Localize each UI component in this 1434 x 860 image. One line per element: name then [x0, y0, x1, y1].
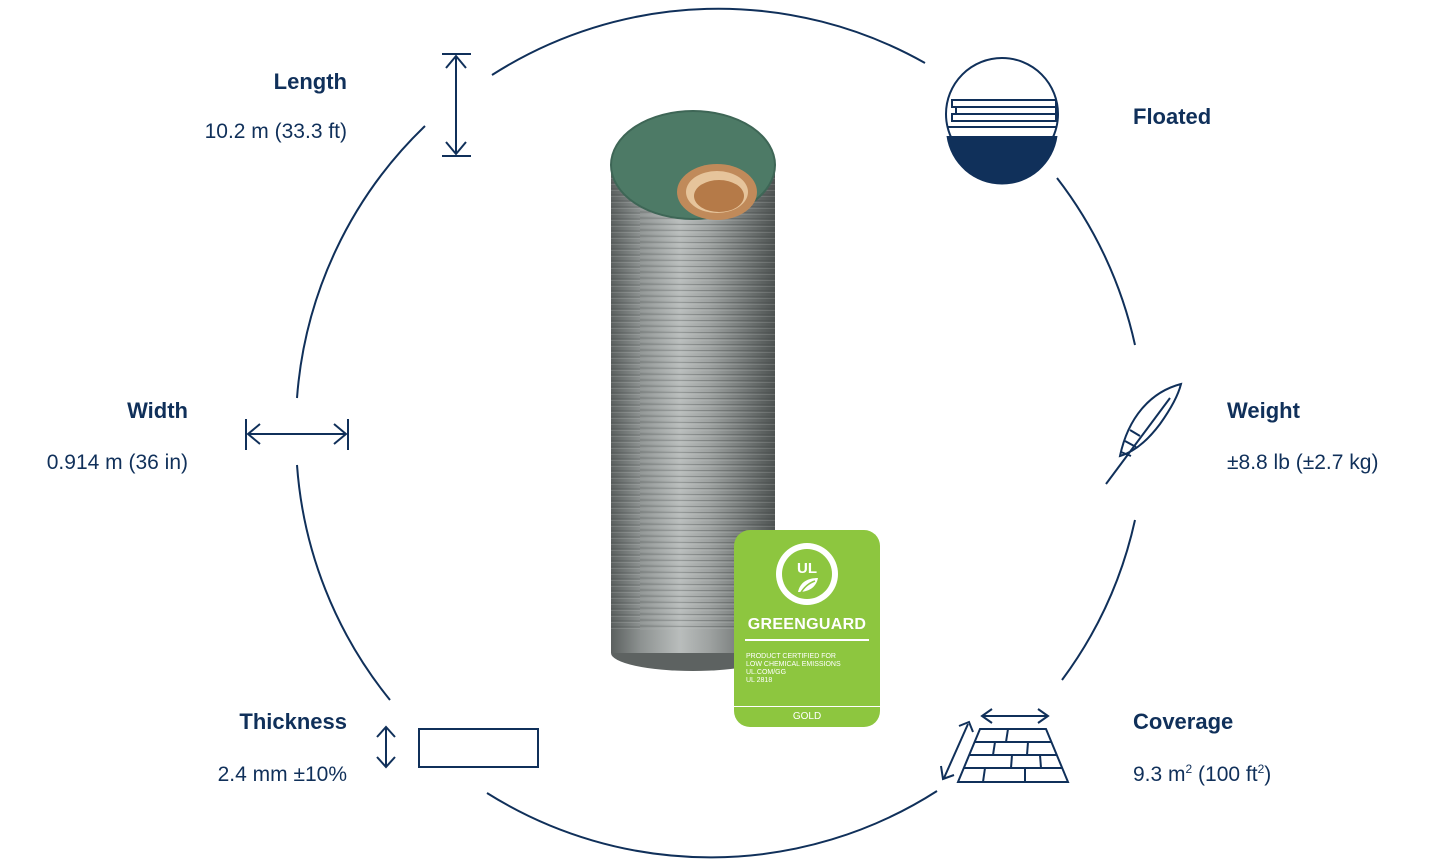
ring-arc-upper-right	[1056, 177, 1136, 346]
ring-arc-upper-left	[296, 125, 426, 399]
width-arrow-icon	[245, 419, 349, 450]
ring-arc-lower-right	[1061, 519, 1136, 681]
floated-label: Floated	[1133, 104, 1212, 129]
badge-line-1: PRODUCT CERTIFIED FOR	[746, 653, 836, 660]
badge-line-3: UL.COM/GG	[746, 669, 787, 676]
thickness-label: Thickness	[239, 709, 347, 734]
coverage-tiles-icon	[940, 708, 1070, 783]
underlayment-roll	[610, 110, 776, 671]
ring-arc-lower-left	[296, 464, 391, 701]
length-arrow-icon	[442, 53, 471, 157]
thickness-arrow-icon	[376, 725, 539, 769]
ul-leaf-logo-icon: UL	[776, 543, 838, 605]
ring-arc-bottom	[486, 790, 938, 859]
thickness-value: 2.4 mm ±10%	[217, 763, 347, 786]
greenguard-badge: UL GREENGUARD PRODUCT CERTIFIED FOR LOW …	[734, 530, 880, 727]
greenguard-brand: GREENGUARD	[747, 616, 867, 633]
badge-line-4: UL 2818	[746, 677, 773, 684]
ring-arcs	[296, 7, 1136, 859]
ul-mark: UL	[797, 560, 817, 577]
badge-tier: GOLD	[734, 706, 880, 727]
floated-floor-icon	[945, 57, 1059, 185]
length-value: 10.2 m (33.3 ft)	[204, 120, 347, 143]
weight-value: ±8.8 lb (±2.7 kg)	[1227, 451, 1379, 474]
coverage-value: 9.3 m2 (100 ft2)	[1133, 762, 1272, 786]
length-label: Length	[273, 69, 347, 94]
ring-arc-top	[491, 7, 926, 76]
badge-divider	[745, 639, 869, 641]
weight-label: Weight	[1227, 398, 1300, 423]
feather-icon	[1105, 382, 1183, 485]
width-label: Width	[127, 398, 188, 423]
width-value: 0.914 m (36 in)	[46, 451, 188, 474]
coverage-label: Coverage	[1133, 709, 1234, 734]
badge-line-2: LOW CHEMICAL EMISSIONS	[746, 661, 841, 668]
